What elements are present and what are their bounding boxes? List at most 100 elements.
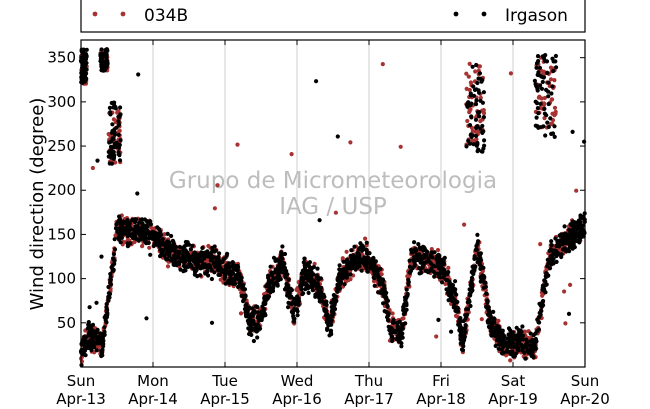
data-point (500, 328, 505, 333)
data-point (165, 249, 170, 254)
data-point (389, 334, 395, 339)
data-point (182, 265, 188, 270)
data-point (306, 290, 311, 295)
data-point (308, 279, 313, 284)
data-point (432, 250, 437, 255)
data-point (286, 277, 291, 282)
data-point (325, 317, 330, 322)
data-point (347, 262, 353, 267)
data-point (278, 263, 283, 268)
data-point (224, 253, 229, 258)
data-point-outlier (562, 289, 567, 294)
data-point (446, 289, 451, 294)
data-point (156, 227, 162, 232)
data-point (100, 58, 105, 63)
data-point (109, 161, 115, 166)
data-point (170, 256, 175, 261)
data-point-outlier (566, 311, 572, 316)
data-point (111, 156, 116, 161)
data-point-outlier (87, 305, 92, 310)
data-point (91, 329, 96, 334)
data-point (505, 348, 510, 353)
data-point (481, 90, 486, 95)
data-point (318, 294, 323, 299)
data-point (466, 74, 471, 79)
data-point (439, 280, 445, 285)
data-point (372, 283, 377, 288)
data-point (104, 301, 109, 307)
data-point (346, 265, 351, 270)
data-point (134, 237, 139, 242)
data-point (99, 47, 104, 52)
data-point (539, 86, 545, 91)
data-point (508, 340, 514, 345)
data-point (342, 272, 347, 278)
data-point (438, 270, 443, 275)
data-point (523, 356, 528, 361)
data-point (551, 59, 556, 64)
data-point (460, 340, 466, 345)
data-point (275, 283, 280, 288)
data-point (337, 263, 342, 268)
data-point (458, 337, 463, 342)
data-point (544, 87, 549, 92)
data-point (474, 87, 479, 92)
data-point (562, 247, 567, 252)
data-point (470, 264, 475, 269)
data-point-outlier (317, 218, 322, 223)
data-point (510, 332, 515, 337)
data-point (542, 106, 547, 111)
data-point (266, 279, 271, 284)
data-points (78, 47, 587, 368)
data-point (399, 334, 404, 339)
data-point (478, 119, 483, 124)
data-point (470, 288, 475, 293)
data-point (101, 68, 106, 73)
data-point (548, 77, 554, 82)
data-point (348, 272, 353, 277)
data-point (130, 236, 136, 241)
data-point (468, 80, 473, 85)
data-point (289, 309, 294, 314)
data-point (469, 278, 474, 283)
data-point (450, 294, 455, 300)
data-point-outlier (462, 222, 467, 227)
data-point (372, 276, 377, 281)
data-point (446, 298, 451, 303)
data-point (173, 249, 178, 255)
data-point (254, 304, 259, 309)
data-point (81, 49, 86, 54)
data-point (327, 333, 332, 338)
x-tick-label-day: Fri (432, 372, 450, 390)
data-point (291, 314, 296, 319)
data-point (552, 113, 557, 118)
data-point (505, 343, 510, 348)
data-point (382, 284, 387, 289)
data-point (376, 277, 381, 282)
data-point (314, 292, 319, 297)
data-point (436, 252, 441, 257)
data-point (480, 276, 485, 282)
data-point (324, 299, 329, 304)
data-point (300, 291, 305, 297)
data-point (355, 261, 360, 266)
data-point (112, 247, 118, 252)
data-point (540, 54, 545, 59)
data-point (114, 140, 119, 145)
data-point (286, 290, 291, 295)
data-point (342, 282, 347, 287)
data-point (471, 84, 476, 89)
data-point (579, 223, 585, 228)
data-point (512, 354, 517, 359)
data-point (489, 325, 494, 330)
data-point (209, 276, 214, 282)
data-point (411, 250, 416, 255)
data-point (537, 315, 542, 320)
y-tick-label: 300 (47, 93, 76, 111)
data-point (100, 339, 105, 344)
data-point (107, 295, 112, 300)
data-point (350, 257, 355, 262)
data-point (310, 288, 315, 293)
data-point (169, 233, 174, 239)
data-point (201, 250, 206, 256)
